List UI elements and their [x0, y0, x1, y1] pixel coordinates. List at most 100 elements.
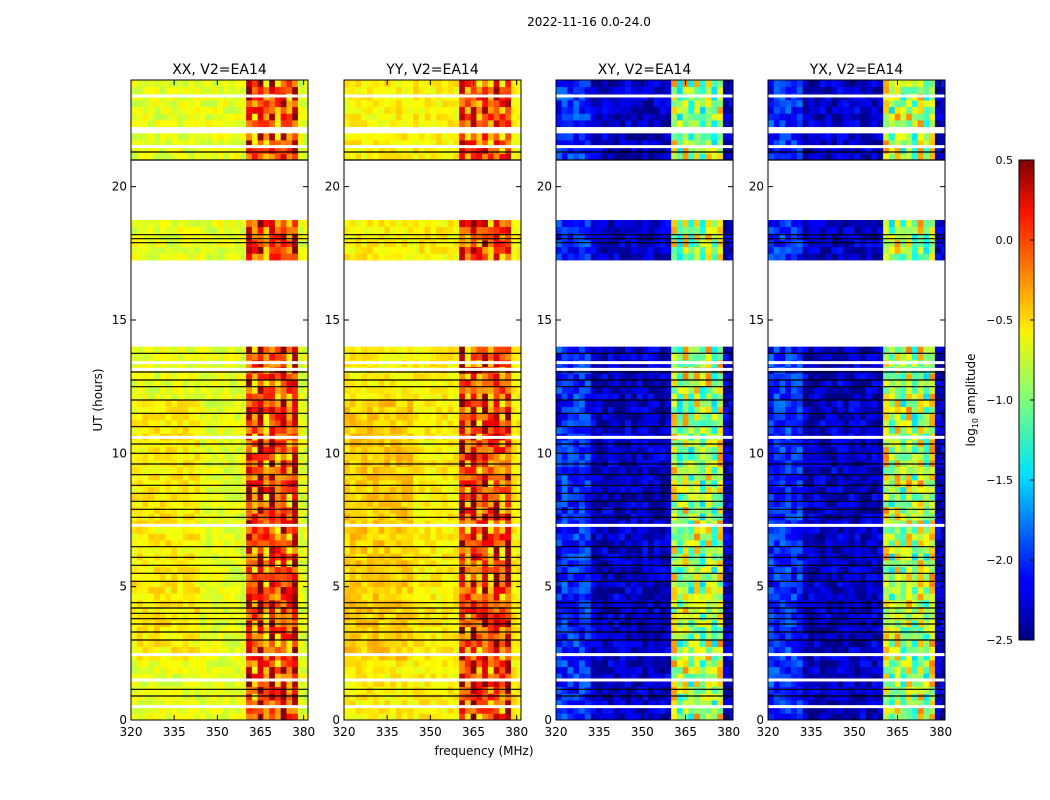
heatmap-cell — [154, 413, 161, 421]
heatmap-cell — [177, 353, 184, 361]
heatmap-cell — [274, 646, 282, 654]
heatmap-cell — [154, 700, 161, 708]
heatmap-cell — [482, 493, 489, 501]
heatmap-cell — [441, 626, 449, 634]
heatmap-cell — [384, 653, 391, 661]
heatmap-cell — [447, 680, 454, 688]
heatmap-cell — [303, 400, 308, 408]
x-tick-label: 320 — [333, 725, 356, 739]
heatmap-cell — [510, 613, 518, 621]
heatmap-cell — [240, 226, 247, 234]
heatmap-cell — [165, 686, 172, 694]
heatmap-cell — [274, 633, 282, 641]
heatmap-cell — [274, 666, 282, 674]
heatmap-cell — [194, 373, 201, 381]
heatmap-cell — [200, 226, 207, 234]
heatmap-cell — [355, 646, 362, 654]
heatmap-cell — [355, 493, 362, 501]
heatmap-cell — [516, 706, 521, 714]
heatmap-cell — [453, 680, 460, 688]
heatmap-cell — [459, 506, 466, 514]
heatmap-cell — [499, 646, 506, 654]
heatmap-cell — [240, 666, 247, 674]
heatmap-cell — [630, 653, 637, 661]
heatmap-cell — [142, 693, 149, 701]
heatmap-cell — [131, 540, 138, 548]
heatmap-cell — [407, 473, 414, 481]
heatmap-cell — [228, 673, 236, 681]
heatmap-cell — [177, 346, 184, 354]
heatmap-cell — [464, 660, 472, 668]
heatmap-cell — [188, 140, 195, 148]
heatmap-cell — [499, 453, 506, 461]
heatmap-cell — [361, 373, 368, 381]
heatmap-cell — [159, 713, 166, 720]
heatmap-cell — [217, 420, 224, 428]
heatmap-cell — [286, 346, 293, 354]
heatmap-cell — [407, 606, 414, 614]
heatmap-cell — [470, 526, 477, 534]
heatmap-cell — [228, 580, 236, 588]
heatmap-cell — [355, 406, 362, 414]
heatmap-cell — [476, 453, 483, 461]
heatmap-cell — [470, 640, 477, 648]
heatmap-cell — [142, 113, 149, 121]
heatmap-cell — [464, 520, 472, 528]
heatmap-cell — [217, 386, 224, 394]
heatmap-cell — [131, 453, 138, 461]
heatmap-cell — [447, 673, 454, 681]
heatmap-cell — [165, 406, 172, 414]
heatmap-cell — [194, 413, 201, 421]
heatmap-cell — [499, 406, 506, 414]
heatmap-cell — [407, 353, 414, 361]
heatmap-cell — [217, 660, 224, 668]
heatmap-cell — [280, 426, 287, 434]
heatmap-cell — [482, 673, 489, 681]
heatmap-cell — [516, 233, 521, 241]
heatmap-cell — [516, 700, 521, 708]
heatmap-cell — [459, 133, 466, 141]
heatmap-cell — [171, 686, 178, 694]
heatmap-cell — [659, 666, 666, 674]
heatmap-cell — [182, 233, 189, 241]
heatmap-cell — [274, 573, 282, 581]
heatmap-cell — [269, 246, 276, 254]
heatmap-cell — [234, 353, 241, 361]
heatmap-cell — [286, 353, 293, 361]
heatmap-cell — [401, 633, 408, 641]
heatmap-cell — [355, 113, 362, 121]
heatmap-cell — [401, 466, 408, 474]
heatmap-cell — [711, 693, 718, 701]
heatmap-cell — [303, 473, 308, 481]
heatmap-cell — [292, 640, 299, 648]
heatmap-cell — [367, 520, 374, 528]
heatmap-cell — [171, 480, 178, 488]
heatmap-cell — [470, 600, 477, 608]
heatmap-cell — [361, 106, 368, 114]
heatmap-cell — [436, 406, 443, 414]
heatmap-cell — [131, 226, 138, 234]
heatmap-cell — [395, 626, 402, 634]
heatmap-cell — [413, 473, 420, 481]
heatmap-cell — [390, 426, 397, 434]
heatmap-cell — [653, 680, 661, 688]
heatmap-cell — [499, 133, 506, 141]
heatmap-cell — [367, 426, 374, 434]
heatmap-cell — [430, 120, 437, 128]
heatmap-cell — [246, 420, 253, 428]
heatmap-cell — [280, 533, 287, 541]
heatmap-cell — [251, 253, 259, 261]
heatmap-cell — [499, 400, 506, 408]
heatmap-cell — [297, 626, 305, 634]
heatmap-cell — [131, 500, 138, 508]
heatmap-cell — [223, 246, 230, 254]
heatmap-cell — [728, 680, 733, 688]
heatmap-cell — [390, 520, 397, 528]
heatmap-cell — [384, 100, 391, 108]
heatmap-cell — [217, 240, 224, 248]
heatmap-cell — [131, 133, 138, 141]
heatmap-cell — [211, 573, 218, 581]
heatmap-cell — [717, 706, 724, 714]
heatmap-cell — [505, 373, 512, 381]
